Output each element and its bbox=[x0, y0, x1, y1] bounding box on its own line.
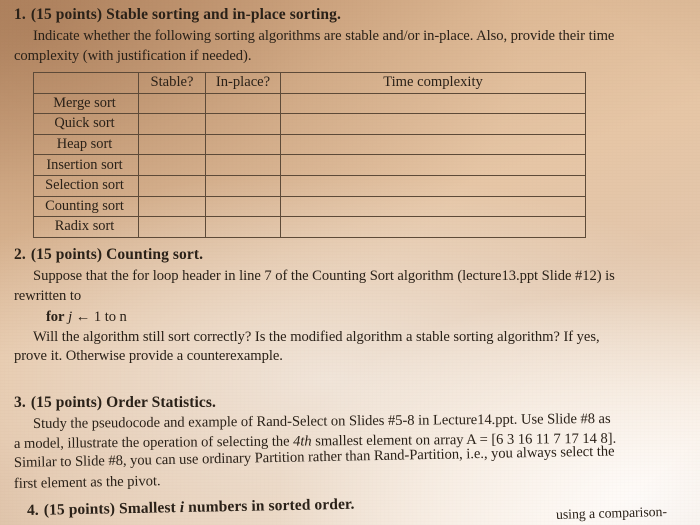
problem-3-number: 3. bbox=[14, 394, 26, 411]
code-variable-j: j bbox=[68, 309, 73, 325]
problem-4-title-a: Smallest bbox=[118, 499, 180, 518]
problem-1-number: 1. bbox=[14, 6, 26, 23]
problem-3-title: Order Statistics. bbox=[106, 394, 217, 411]
problem-2-line-2: rewritten to bbox=[14, 287, 82, 304]
problem-3-line-3: Similar to Slide #8, you can use ordinar… bbox=[0, 443, 700, 474]
code-range: ← 1 to n bbox=[75, 309, 127, 325]
problem-4: 4. (15 points) Smallest i numbers in sort… bbox=[0, 496, 700, 522]
problem-2-line-1: Suppose that the for loop header in line… bbox=[33, 268, 615, 284]
table-row: Selection sort bbox=[33, 174, 586, 197]
cell-heap-sort-time[interactable] bbox=[280, 133, 586, 156]
problem-4-points: (15 points) bbox=[43, 500, 116, 519]
problem-3-line-4-text: first element as the pivot. bbox=[13, 472, 161, 492]
problem-4-number: 4. bbox=[26, 501, 39, 519]
problem-4-title-b: numbers in sorted order. bbox=[184, 495, 355, 516]
problem-1-heading: 1. (15 points) Stable sorting and in-plac… bbox=[0, 6, 700, 24]
table-row: Quick sort bbox=[33, 113, 586, 135]
problem-1-title: Stable sorting and in-place sorting. bbox=[106, 6, 341, 23]
problem-3-points: (15 points) bbox=[30, 394, 103, 411]
cell-selection-sort-stable[interactable] bbox=[138, 174, 206, 197]
table-header-time-complexity: Time complexity bbox=[280, 72, 586, 94]
table-header-row: Stable? In-place? Time complexity bbox=[33, 72, 586, 94]
problem-3: 3. (15 points) Order Statistics. Study th… bbox=[0, 394, 700, 494]
sorting-properties-table: Stable? In-place? Time complexity Merge … bbox=[33, 72, 586, 238]
table-row: Counting sort bbox=[33, 195, 586, 218]
problem-3-ordinal-4th: 4th bbox=[293, 432, 312, 450]
table-row: Merge sort bbox=[33, 92, 586, 115]
table-row: Heap sort bbox=[33, 133, 586, 156]
problem-2-points: (15 points) bbox=[30, 246, 103, 263]
row-label-radix-sort: Radix sort bbox=[33, 216, 139, 238]
problem-2-code-line: for j ← 1 to n bbox=[0, 308, 700, 328]
table-header-blank bbox=[33, 72, 139, 94]
table-row: Insertion sort bbox=[33, 154, 586, 176]
cell-heap-sort-inplace[interactable] bbox=[205, 133, 281, 156]
cell-quick-sort-time[interactable] bbox=[280, 113, 586, 135]
problem-1-line-2: complexity (with justification if needed… bbox=[14, 47, 252, 64]
problem-2: 2. (15 points) Counting sort. Suppose tha… bbox=[0, 246, 700, 367]
cell-merge-sort-time[interactable] bbox=[280, 92, 586, 115]
row-label-insertion-sort: Insertion sort bbox=[33, 154, 139, 176]
cell-insertion-sort-stable[interactable] bbox=[138, 154, 206, 176]
cell-radix-sort-time[interactable] bbox=[280, 216, 586, 238]
problem-2-heading: 2. (15 points) Counting sort. bbox=[0, 246, 700, 264]
problem-1-points: (15 points) bbox=[30, 6, 103, 23]
row-label-selection-sort: Selection sort bbox=[33, 174, 139, 197]
cell-quick-sort-stable[interactable] bbox=[138, 113, 206, 135]
problem-2-title: Counting sort. bbox=[106, 246, 204, 263]
row-label-heap-sort: Heap sort bbox=[33, 133, 139, 156]
problem-1: 1. (15 points) Stable sorting and in-plac… bbox=[0, 6, 700, 66]
cell-selection-sort-inplace[interactable] bbox=[205, 174, 281, 197]
cell-merge-sort-inplace[interactable] bbox=[205, 92, 281, 115]
problem-3-line-4: first element as the pivot. bbox=[0, 472, 700, 495]
table-header-stable: Stable? bbox=[138, 72, 206, 94]
cell-insertion-sort-inplace[interactable] bbox=[205, 154, 281, 176]
code-keyword-for: for bbox=[46, 309, 65, 325]
cell-counting-sort-inplace[interactable] bbox=[205, 195, 281, 218]
problem-4-heading-wrap: 4. (15 points) Smallest i numbers in sort… bbox=[27, 496, 355, 520]
cell-selection-sort-time[interactable] bbox=[280, 174, 586, 197]
problem-1-line-1: Indicate whether the following sorting a… bbox=[33, 28, 615, 44]
table-header-inplace: In-place? bbox=[205, 72, 281, 94]
cell-insertion-sort-time[interactable] bbox=[280, 154, 586, 176]
cell-counting-sort-time[interactable] bbox=[280, 195, 586, 218]
problem-2-line-3: Will the algorithm still sort correctly?… bbox=[33, 328, 600, 345]
row-label-counting-sort: Counting sort bbox=[33, 195, 139, 218]
problem-3-heading: 3. (15 points) Order Statistics. bbox=[0, 394, 700, 412]
cell-quick-sort-inplace[interactable] bbox=[205, 113, 281, 135]
problem-4-tail-fragment: using a comparison- bbox=[555, 503, 668, 525]
cell-radix-sort-inplace[interactable] bbox=[205, 216, 281, 238]
problem-2-number: 2. bbox=[14, 246, 26, 263]
problem-4-tail-text: using a comparison- bbox=[555, 503, 668, 522]
cell-counting-sort-stable[interactable] bbox=[138, 195, 206, 218]
problem-2-line-4: prove it. Otherwise provide a counterexa… bbox=[14, 348, 283, 364]
cell-merge-sort-stable[interactable] bbox=[138, 92, 206, 115]
cell-heap-sort-stable[interactable] bbox=[138, 133, 206, 156]
row-label-merge-sort: Merge sort bbox=[33, 92, 139, 115]
row-label-quick-sort: Quick sort bbox=[33, 113, 139, 135]
cell-radix-sort-stable[interactable] bbox=[138, 216, 206, 238]
table-row: Radix sort bbox=[33, 216, 586, 238]
